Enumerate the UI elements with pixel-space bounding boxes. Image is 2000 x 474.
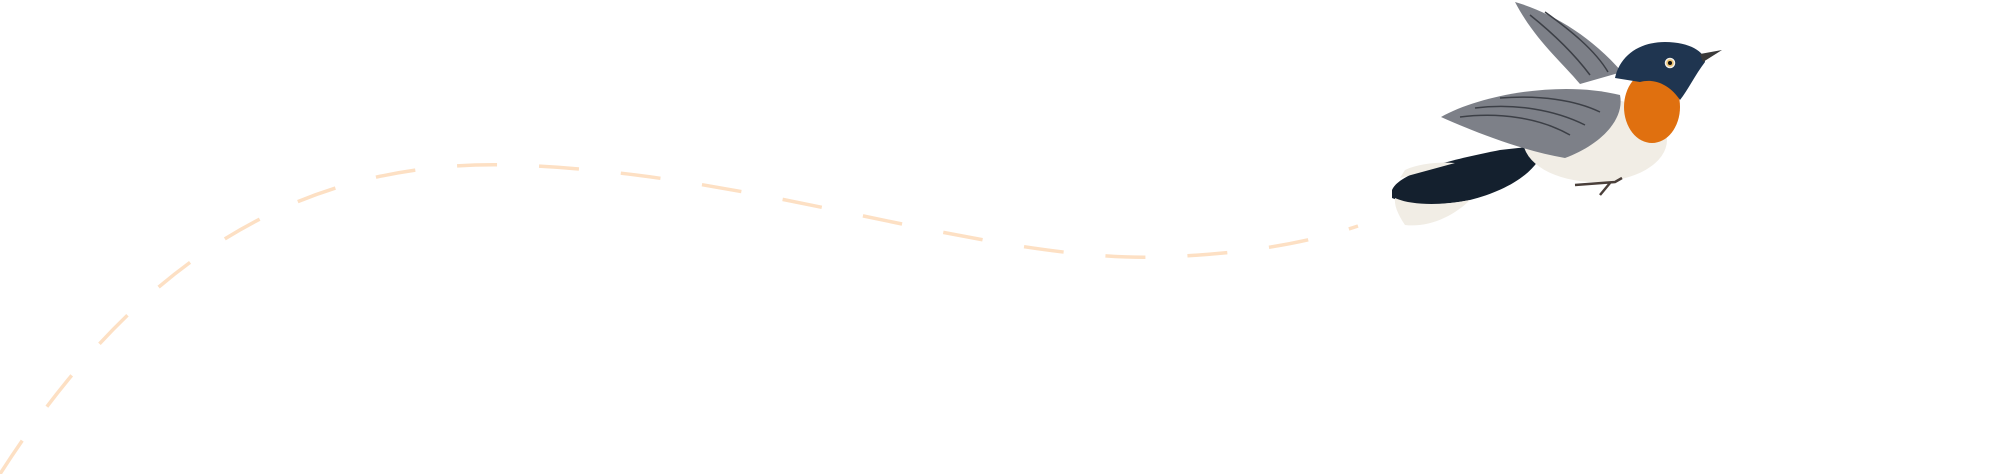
bird-feet <box>1574 176 1623 196</box>
bird-wing-feathers <box>1459 11 1609 136</box>
bird-head <box>1615 42 1705 100</box>
bird-pupil <box>1668 61 1672 65</box>
bird-tail-tips <box>1394 198 1470 226</box>
dashed-flight-path <box>0 163 1359 474</box>
bird-tail <box>1392 145 1545 205</box>
bird-beak <box>1700 50 1722 62</box>
bird-upper-wing <box>1515 2 1622 84</box>
bird-icon <box>1392 2 1722 226</box>
bird-tail-tips-upper <box>1400 162 1455 178</box>
bird-throat <box>1624 71 1680 143</box>
